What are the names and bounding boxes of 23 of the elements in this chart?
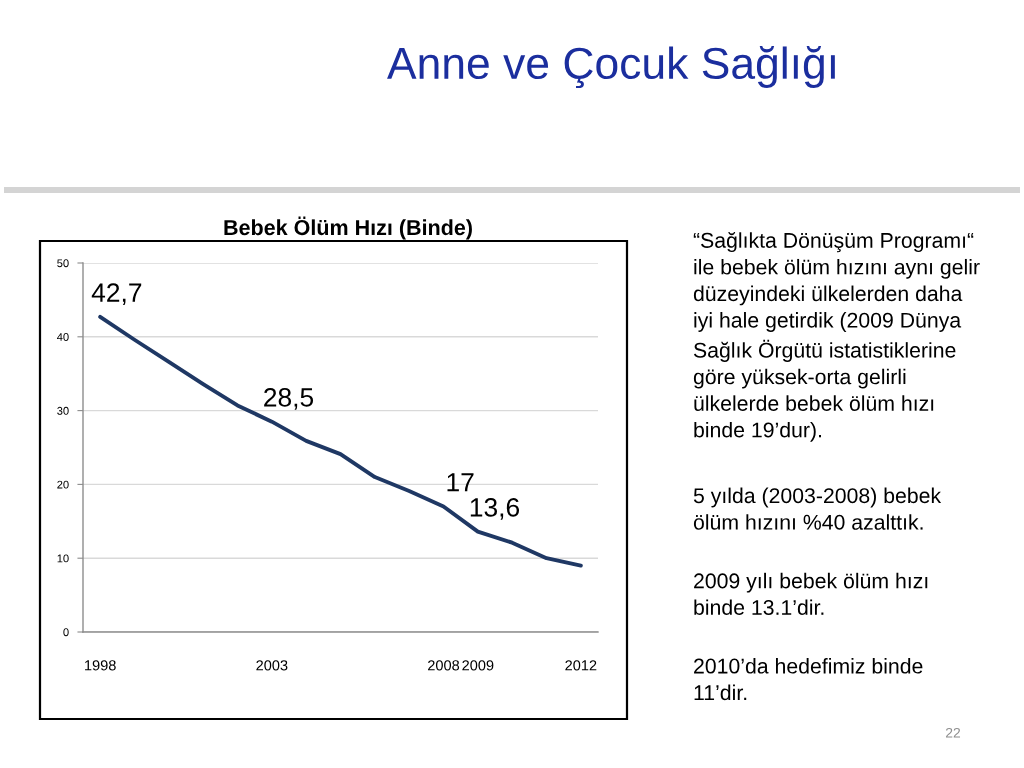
x-tick-label: 2008	[428, 660, 460, 671]
x-tick-label: 2009	[462, 660, 494, 671]
y-tick-label: 50	[57, 259, 69, 268]
chart-subtitle: Bebek Ölüm Hızı (Binde)	[224, 216, 472, 240]
y-tick-label: 30	[57, 406, 69, 415]
x-tick-label: 2012	[565, 660, 597, 671]
y-tick-label: 20	[57, 480, 69, 489]
x-tick-label: 2003	[256, 660, 288, 671]
y-tick-label: 40	[57, 333, 69, 341]
y-tick-label: 10	[57, 554, 69, 563]
data-label: 28,5	[264, 388, 314, 410]
x-tick-label: 1998	[85, 660, 116, 671]
text: “Sağlıkta Dönüşüm Programı“ ile bebek ölüm hızını aynı gelir düzeyindeki ülkelerden daha iyi hale getirdik (2009 Dünya Sağlık Örgütü istatistiklerine göre yüksek-orta gelirli ülkelerde bebek ölüm hızı binde 19’dur).	[693, 232, 980, 442]
chart-title: Anne ve Çocuk Sağlığı	[387, 45, 835, 89]
y-tick-label: 0	[63, 628, 69, 637]
text: 5 yılda (2003-2008) bebek ölüm hızını %40 azalttık.	[693, 487, 942, 530]
text: 22	[945, 727, 961, 738]
data-label: 13,6	[470, 498, 520, 520]
line-series	[98, 314, 583, 568]
data-label: 17	[447, 473, 474, 492]
text: 2010’da hedefimiz binde 11’dir.	[694, 658, 923, 701]
data-label: 42,7	[91, 283, 142, 306]
text: 2009 yılı bebek ölüm hızı binde 13.1’dir.	[694, 572, 928, 615]
